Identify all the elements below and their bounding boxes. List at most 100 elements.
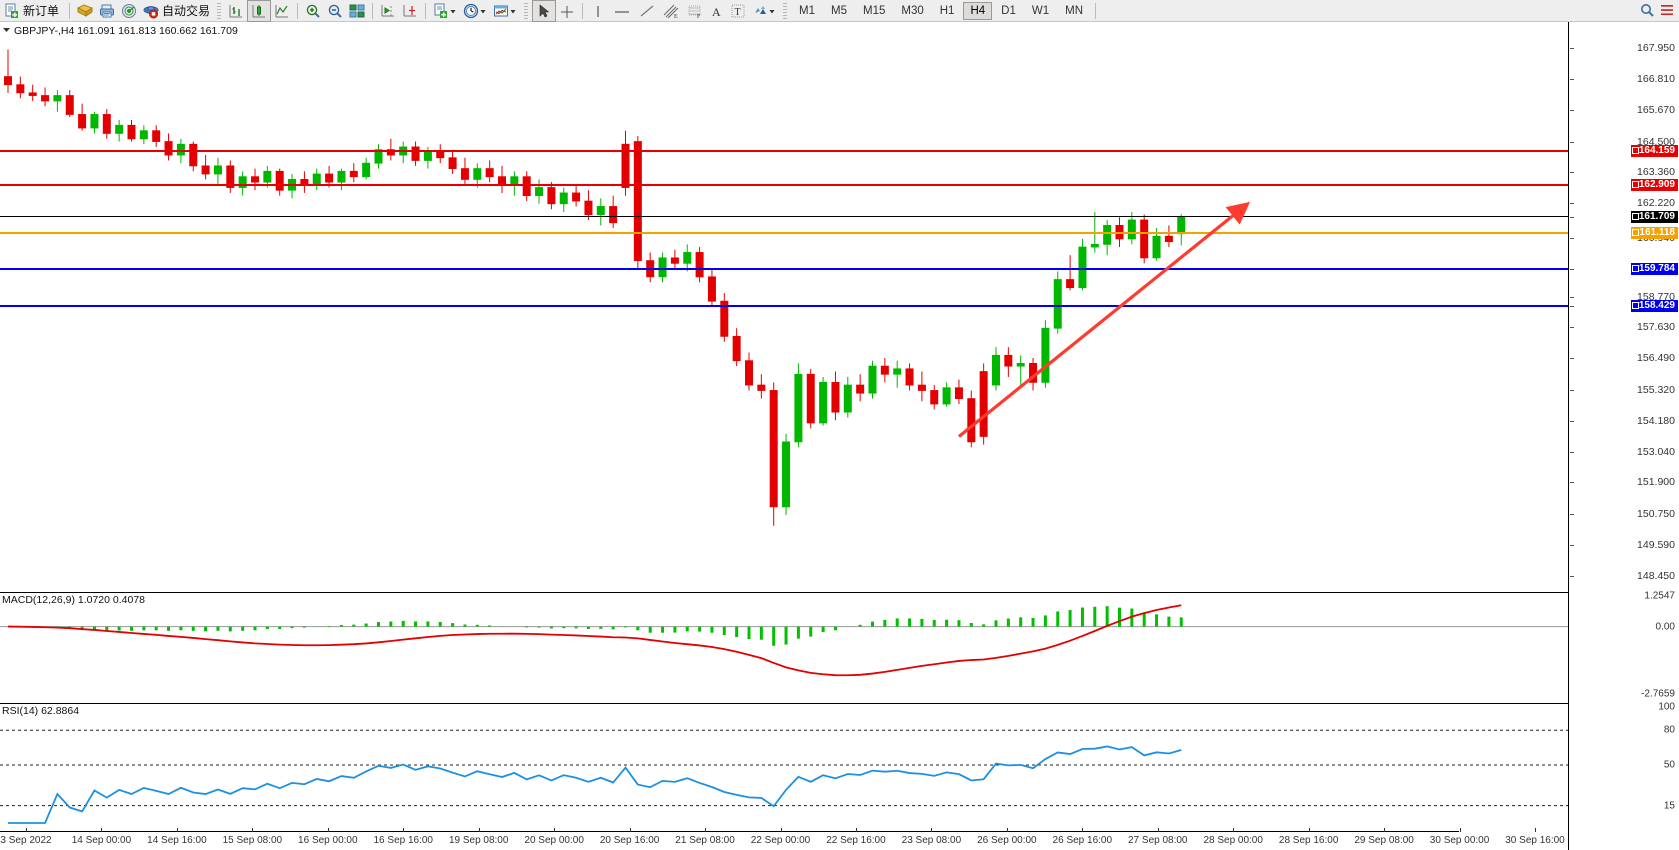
vline-icon — [590, 3, 606, 19]
date-tick — [705, 828, 707, 832]
bar-chart-button[interactable] — [225, 1, 247, 21]
date-tick — [327, 828, 329, 832]
vertical-line-button[interactable] — [587, 1, 609, 21]
trendline-button[interactable] — [635, 1, 659, 21]
price-tick — [1570, 203, 1574, 205]
price-axis[interactable]: 167.950 166.810 165.670 164.500 163.360 162.2… — [1568, 22, 1679, 850]
timeframe-m1[interactable]: M1 — [799, 4, 816, 17]
candlestick-chart-button[interactable] — [247, 0, 272, 22]
search-icon[interactable] — [1639, 2, 1655, 18]
text-label-button[interactable]: T — [727, 1, 749, 21]
candle — [522, 171, 531, 202]
timeframe-d1[interactable]: D1 — [1001, 4, 1016, 17]
date-label: 28 Sep 16:00 — [1278, 835, 1339, 846]
chart-window-button[interactable] — [346, 1, 368, 21]
candle — [769, 382, 778, 526]
date-label: 16 Sep 16:00 — [373, 835, 434, 846]
toolbar-separator-end — [1095, 2, 1096, 19]
trend-icon — [638, 3, 656, 19]
candles-icon — [251, 3, 267, 19]
timeframe-m30[interactable]: M30 — [901, 4, 924, 17]
price-label: 151.900 — [1637, 476, 1675, 489]
resistance-tag-164159[interactable]: 164.159 — [1630, 144, 1678, 157]
price-label: 154.180 — [1637, 414, 1675, 427]
timeframe-m5[interactable]: M5 — [831, 4, 847, 17]
candle — [1004, 347, 1013, 377]
timeframe-m15[interactable]: M15 — [863, 4, 886, 17]
new-template-button[interactable] — [430, 1, 460, 21]
support-tag-159784[interactable]: 159.784 — [1630, 263, 1678, 276]
fibonacci-button[interactable]: F — [683, 1, 707, 21]
candle — [102, 109, 111, 139]
candle — [189, 141, 198, 172]
indicators-button[interactable] — [96, 1, 118, 21]
text-a-icon: A — [710, 3, 724, 19]
timeframe-w1[interactable]: W1 — [1031, 4, 1050, 17]
candle — [4, 49, 12, 93]
order-price-tag[interactable]: 161.118 — [1631, 227, 1678, 240]
arrow-icon — [536, 3, 552, 19]
candle — [238, 171, 247, 196]
menu-icon[interactable] — [1659, 2, 1675, 18]
chart-area[interactable]: GBPJPY-,H4 161.091 161.813 160.662 161.7… — [0, 22, 1679, 850]
period-dropdown-arrow[interactable] — [479, 3, 487, 19]
toolbar-separator-4 — [425, 2, 427, 19]
period-button[interactable] — [460, 1, 490, 21]
timeframe-bar: M1 M5 M15 M30 H1 H4 D1 W1 MN — [791, 1, 1100, 20]
cursor-button[interactable] — [532, 0, 557, 22]
autotrading-button[interactable]: 自动交易 — [140, 1, 213, 21]
expert-advisors-button[interactable] — [74, 1, 96, 21]
order-line-161118[interactable] — [0, 232, 1569, 235]
objects-button[interactable] — [749, 1, 779, 21]
zoom-out-button[interactable] — [324, 1, 346, 21]
candle — [782, 433, 791, 515]
toolbar-grip-2[interactable] — [524, 2, 529, 19]
price-tick — [1570, 79, 1574, 81]
crosshair-button[interactable] — [556, 1, 578, 21]
date-tick — [629, 828, 631, 832]
objects-dropdown-arrow[interactable] — [768, 3, 776, 19]
shift-icon — [380, 3, 396, 19]
collapse-triangle-icon[interactable] — [2, 25, 11, 37]
resistance-line-164159[interactable] — [0, 149, 1569, 152]
indicator-list-button[interactable] — [490, 1, 520, 21]
price-tick — [1570, 358, 1574, 360]
indicator-dropdown-arrow[interactable] — [509, 3, 517, 19]
fibo-icon: F — [686, 3, 704, 19]
signals-button[interactable] — [118, 1, 140, 21]
text-button[interactable]: A — [707, 1, 727, 21]
toolbar-grip-3[interactable] — [783, 2, 788, 19]
candle — [856, 374, 865, 402]
bid-price-line[interactable] — [0, 216, 1569, 218]
candle — [732, 328, 741, 367]
toolbar-grip[interactable] — [217, 2, 222, 19]
support-line-158429[interactable] — [0, 304, 1569, 307]
line-chart-button[interactable] — [271, 1, 293, 21]
candle — [794, 363, 803, 448]
price-label: 157.630 — [1637, 321, 1675, 334]
template-dropdown-arrow[interactable] — [449, 3, 457, 19]
support-tag-158429[interactable]: 158.429 — [1630, 299, 1678, 312]
chart-plot[interactable]: MACD(12,26,9) 1.0720 0.4078 RSI(14) 62.8… — [0, 22, 1569, 850]
autotrading-label: 自动交易 — [162, 4, 211, 18]
auto-scroll-button[interactable] — [399, 1, 421, 21]
support-line-159784[interactable] — [0, 268, 1569, 271]
zoom-in-button[interactable] — [302, 1, 324, 21]
candle — [695, 247, 704, 283]
date-label: 26 Sep 16:00 — [1052, 835, 1113, 846]
candle — [127, 119, 136, 142]
timeframe-h1[interactable]: H1 — [939, 4, 955, 17]
bid-price-tag[interactable]: 161.709 — [1630, 211, 1678, 224]
equidistant-channel-button[interactable]: E — [659, 1, 683, 21]
chart-shift-button[interactable] — [377, 1, 399, 21]
timeframe-h4[interactable]: H4 — [963, 1, 993, 20]
timeframe-mn[interactable]: MN — [1065, 4, 1083, 17]
new-order-button[interactable]: 新订单 — [0, 1, 65, 21]
text-t-icon: T — [730, 3, 746, 19]
resistance-line-162909[interactable] — [0, 183, 1569, 186]
price-tick — [1570, 172, 1574, 174]
date-label: 22 Sep 00:00 — [750, 835, 811, 846]
horizontal-line-button[interactable] — [609, 1, 635, 21]
windows-icon — [349, 3, 365, 19]
resistance-tag-162909[interactable]: 162.909 — [1630, 178, 1678, 191]
